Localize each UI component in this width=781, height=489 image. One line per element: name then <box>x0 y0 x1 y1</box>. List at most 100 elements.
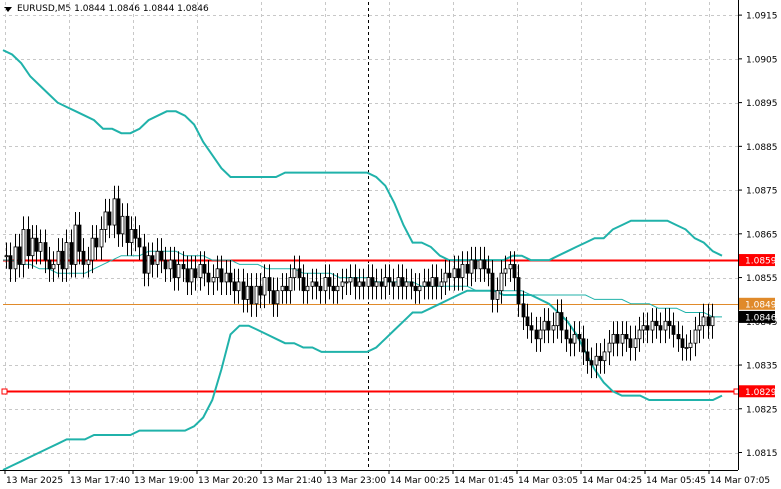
candle-body <box>159 250 164 261</box>
collapse-arrow-icon[interactable] <box>4 6 12 12</box>
price-label-bg <box>739 297 775 310</box>
candle-body <box>155 250 160 265</box>
candle-body <box>469 259 474 274</box>
candle-body <box>206 272 211 283</box>
candle-body <box>602 351 607 362</box>
price-tick-label: 1.0855 <box>746 274 778 284</box>
price-tick-label: 1.0825 <box>746 405 778 415</box>
price-tick-label: 1.0885 <box>746 143 778 153</box>
candle-body <box>409 281 414 287</box>
candle-body <box>228 272 233 283</box>
candle-body <box>249 285 254 305</box>
candle-body <box>47 259 52 270</box>
candle-body <box>396 277 401 287</box>
candle-body <box>236 281 241 292</box>
candle-body <box>546 320 551 331</box>
price-tick-label: 1.0915 <box>746 12 778 22</box>
candle-body <box>116 198 121 235</box>
candle-body <box>379 281 384 287</box>
candle-body <box>611 334 616 344</box>
ohlc-values: 1.0844 1.0846 1.0844 1.0846 <box>74 4 209 14</box>
candle-body <box>172 259 177 278</box>
candle-body <box>310 281 315 287</box>
candle-body <box>650 320 655 331</box>
candle-body <box>38 242 43 252</box>
candle-body <box>193 268 198 278</box>
candle-body <box>439 281 444 287</box>
candle-body <box>335 285 340 292</box>
candle-body <box>219 268 224 283</box>
candle-body <box>688 342 693 348</box>
candle-body <box>370 277 375 287</box>
candle-body <box>150 255 155 265</box>
candle-body <box>452 268 457 278</box>
candle-body <box>366 277 371 287</box>
candle-body <box>331 285 336 292</box>
candle-body <box>456 268 461 278</box>
candle-body <box>499 272 504 292</box>
candle-body <box>142 246 147 274</box>
current-price-label: 1.0846 <box>745 313 777 323</box>
candle-body <box>607 342 612 353</box>
candle-body <box>133 229 138 239</box>
candle-body <box>357 281 362 287</box>
candle-body <box>460 264 465 278</box>
candle-body <box>680 338 685 348</box>
price-tick-label: 1.0905 <box>746 55 778 65</box>
candle-body <box>478 259 483 270</box>
candle-body <box>581 338 586 353</box>
candle-body <box>340 281 345 287</box>
candle-body <box>693 329 698 344</box>
candle-body <box>181 264 186 270</box>
candle-body <box>404 281 409 287</box>
price-tick-label: 1.0815 <box>746 449 778 459</box>
candle-body <box>211 277 216 283</box>
candle-body <box>503 268 508 274</box>
symbol-timeframe: EURUSD,M5 <box>17 4 72 14</box>
candle-body <box>391 281 396 287</box>
candle-body <box>30 237 35 257</box>
candle-body <box>577 334 582 340</box>
candle-body <box>400 277 405 287</box>
candle-body <box>615 334 620 344</box>
candle-body <box>163 259 168 270</box>
candle-body <box>594 355 599 366</box>
candle-body <box>645 325 650 331</box>
candle-body <box>628 338 633 348</box>
candle-body <box>413 285 418 292</box>
candle-body <box>288 277 293 292</box>
bollinger-lower <box>2 289 723 471</box>
candle-body <box>215 268 220 278</box>
candle-body <box>26 229 31 257</box>
candle-body <box>495 290 500 300</box>
candle-body <box>202 264 207 274</box>
candle-body <box>508 264 513 270</box>
price-label-1.0849: 1.0849 <box>745 300 777 310</box>
time-tick-label: 13 Mar 21:40 <box>262 476 322 486</box>
candle-body <box>529 325 534 331</box>
candle-body <box>13 246 18 270</box>
bollinger-upper <box>2 49 723 262</box>
candle-body <box>323 277 328 292</box>
candle-body <box>374 281 379 287</box>
candle-body <box>684 347 689 349</box>
candle-body <box>443 272 448 283</box>
time-tick-label: 13 Mar 23:00 <box>326 476 386 486</box>
time-tick-label: 13 Mar 2025 <box>6 476 63 486</box>
candle-body <box>305 285 310 292</box>
candle-body <box>292 268 297 278</box>
candle-body <box>598 355 603 362</box>
candle-body <box>254 285 259 305</box>
time-tick-label: 13 Mar 19:00 <box>134 476 194 486</box>
candle-body <box>641 325 646 331</box>
price-tick-label: 1.0865 <box>746 230 778 240</box>
candle-body <box>4 255 9 258</box>
candle-body <box>8 255 13 270</box>
candle-body <box>103 211 108 230</box>
candle-body <box>21 229 26 265</box>
candle-body <box>534 329 539 340</box>
bollinger-middle <box>3 250 722 318</box>
candle-body <box>658 325 663 331</box>
candle-body <box>73 224 78 265</box>
